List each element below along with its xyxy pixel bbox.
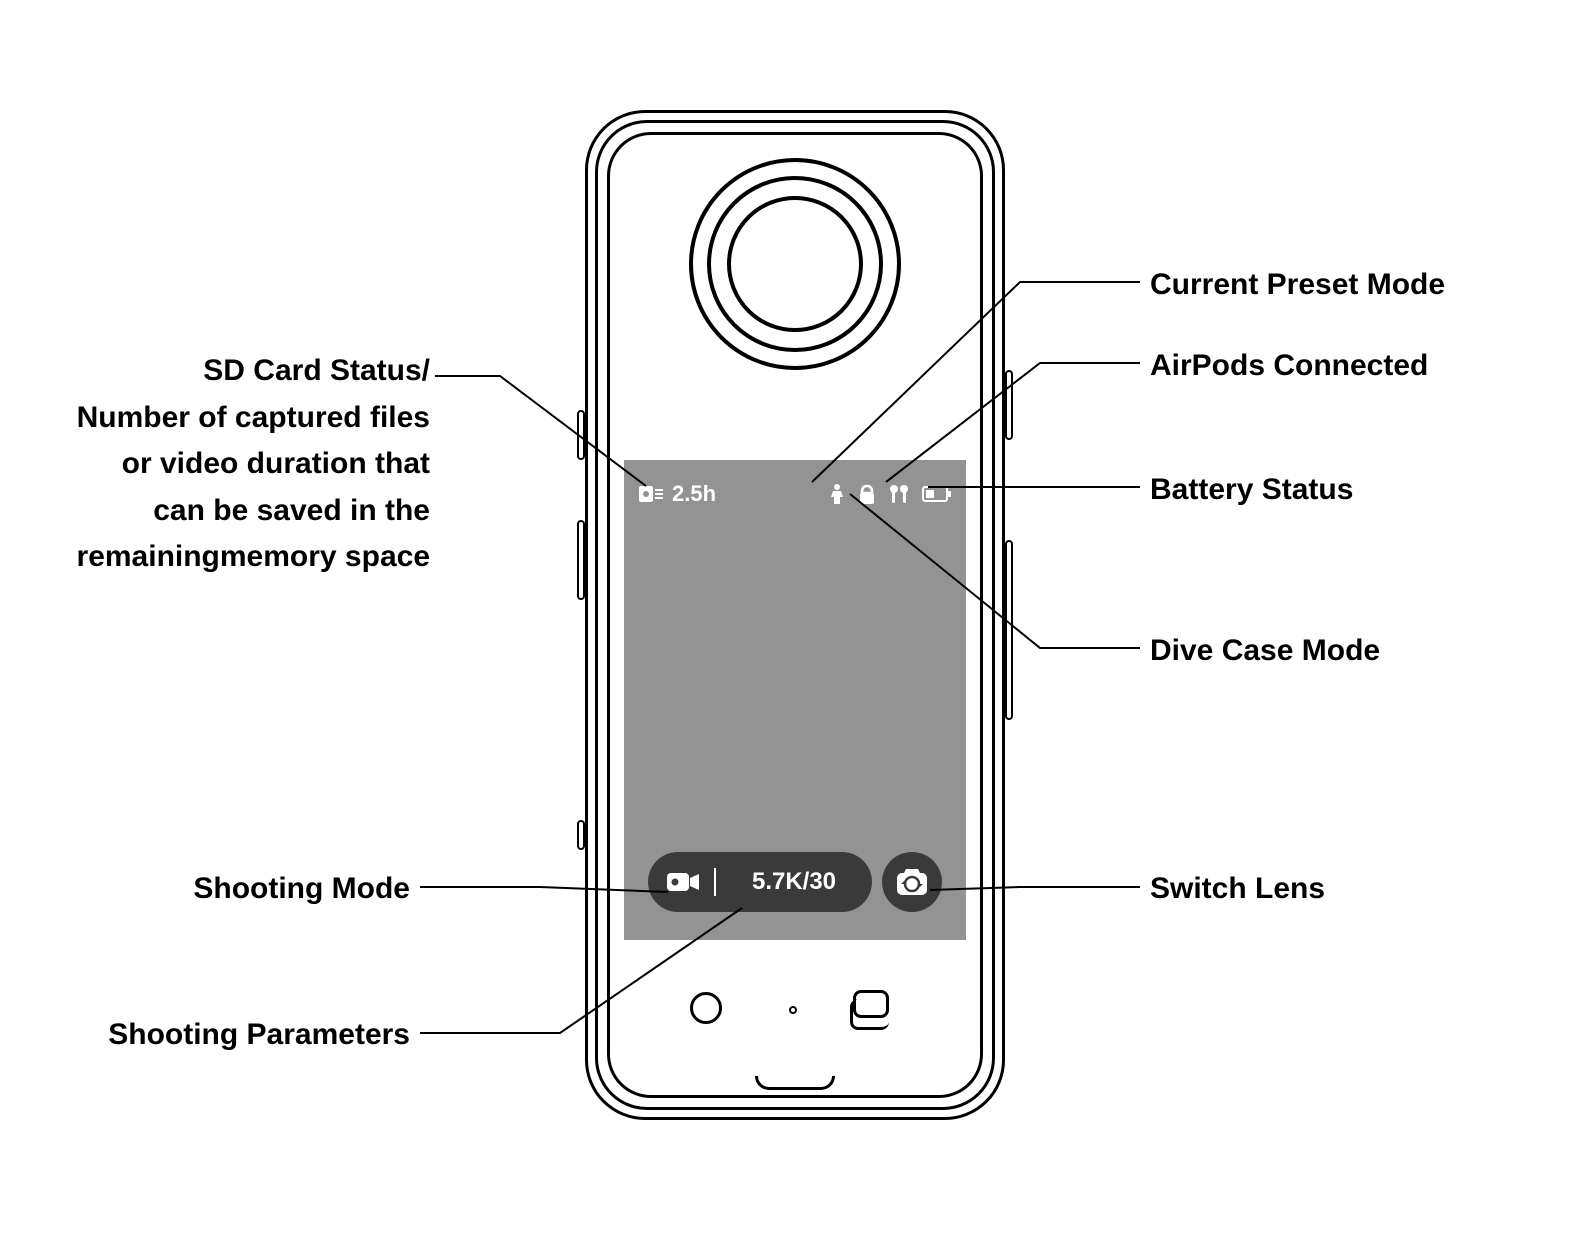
side-button: [577, 520, 585, 600]
status-left-group: 2.5h: [638, 481, 716, 507]
label-sd-card: SD Card Status/ Number of captured files…: [10, 348, 430, 581]
device-screen: 2.5h: [624, 460, 966, 940]
camera-device: 2.5h: [585, 110, 1005, 1120]
side-button: [1005, 370, 1013, 440]
sd-duration-text: 2.5h: [672, 481, 716, 507]
dive-case-icon: [858, 483, 876, 505]
switch-lens-button[interactable]: [882, 852, 942, 912]
side-button: [577, 820, 585, 850]
sd-card-icon: [638, 484, 664, 504]
battery-icon: [922, 485, 952, 503]
label-dive-case: Dive Case Mode: [1150, 628, 1570, 675]
label-preset-mode: Current Preset Mode: [1150, 262, 1570, 309]
hardware-led-outline: [789, 1006, 797, 1014]
side-button: [577, 410, 585, 460]
preset-mode-icon: [828, 483, 846, 505]
label-shooting-params: Shooting Parameters: [10, 1012, 410, 1059]
shooting-params-text: 5.7K/30: [730, 868, 872, 896]
diagram-canvas: 2.5h: [0, 0, 1584, 1251]
shooting-mode-pill[interactable]: 5.7K/30: [648, 852, 872, 912]
label-shooting-mode: Shooting Mode: [10, 866, 410, 913]
video-mode-icon: [666, 870, 700, 894]
hardware-bottom-notch: [755, 1076, 835, 1090]
airpods-icon: [888, 483, 910, 505]
status-bar: 2.5h: [624, 478, 966, 510]
switch-lens-icon: [895, 867, 929, 897]
pill-divider: [714, 868, 716, 896]
side-button: [1005, 540, 1013, 720]
hardware-gallery-outline: [853, 990, 889, 1018]
status-right-group: [828, 483, 952, 505]
label-battery: Battery Status: [1150, 467, 1570, 514]
label-switch-lens: Switch Lens: [1150, 866, 1570, 913]
lens-ring-inner: [727, 196, 863, 332]
label-airpods: AirPods Connected: [1150, 343, 1570, 390]
hardware-shutter-outline: [690, 992, 722, 1024]
